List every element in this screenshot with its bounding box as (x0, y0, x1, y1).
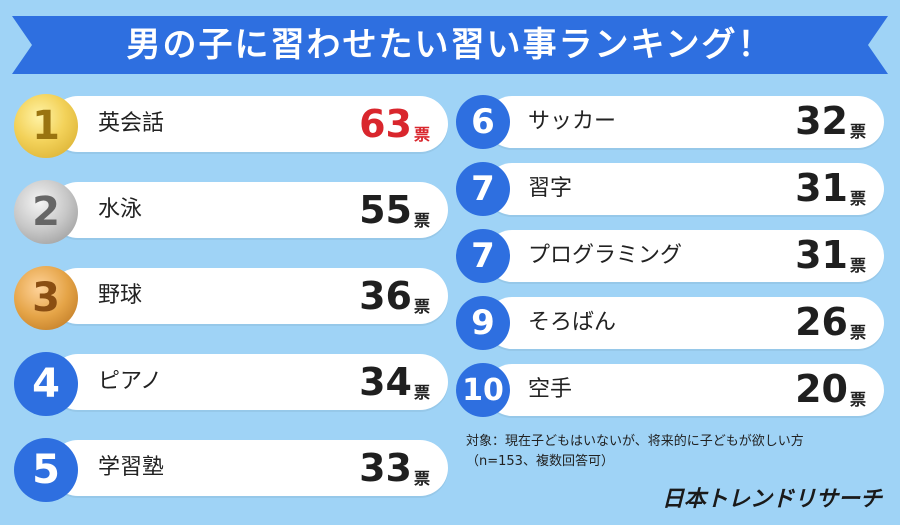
activity-label: 習字 (528, 176, 573, 201)
vote-count: 34 票 (359, 354, 430, 410)
vote-number: 31 (795, 166, 848, 210)
rank-badge: 7 (456, 162, 510, 216)
vote-unit: 票 (849, 122, 866, 141)
title-ribbon: 男の子に習わせたい習い事ランキング！ (12, 16, 888, 74)
vote-count: 20 票 (795, 364, 866, 416)
rank-badge: 10 (456, 363, 510, 417)
survey-note-line1: 対象：現在子どもはいないが、将来的に子どもが欲しい方 (466, 434, 804, 449)
vote-number: 32 (795, 99, 848, 143)
activity-label: 学習塾 (98, 455, 165, 480)
survey-note: 対象：現在子どもはいないが、将来的に子どもが欲しい方 （n=153、複数回答可） (466, 432, 896, 472)
vote-unit: 票 (849, 189, 866, 208)
vote-number: 20 (795, 367, 848, 411)
activity-label: 空手 (528, 377, 573, 402)
brand-logo: 日本トレンドリサーチ (661, 487, 882, 512)
vote-number: 33 (359, 446, 412, 490)
vote-count: 33 票 (359, 440, 430, 496)
vote-number: 63 (359, 102, 412, 146)
activity-label: 英会話 (98, 111, 165, 136)
activity-label: 水泳 (98, 197, 143, 222)
vote-unit: 票 (849, 323, 866, 342)
vote-count: 26 票 (795, 297, 866, 349)
vote-unit: 票 (413, 125, 430, 144)
ranking-row: 3 野球 36 票 (14, 266, 448, 330)
vote-unit: 票 (413, 383, 430, 402)
rank-badge: 6 (456, 95, 510, 149)
activity-label: 野球 (98, 283, 143, 308)
vote-count: 31 票 (795, 230, 866, 282)
vote-count: 55 票 (359, 182, 430, 238)
activity-label: サッカー (528, 109, 617, 134)
ranking-row: 5 学習塾 33 票 (14, 438, 448, 502)
ranking-row: 2 水泳 55 票 (14, 180, 448, 244)
rank-badge: 9 (456, 296, 510, 350)
ranking-row: 1 英会話 63 票 (14, 94, 448, 158)
ranking-row: 10 空手 20 票 (456, 363, 884, 417)
page-title: 男の子に習わせたい習い事ランキング！ (126, 25, 774, 65)
vote-unit: 票 (413, 211, 430, 230)
vote-number: 31 (795, 233, 848, 277)
rank-badge: 2 (14, 180, 78, 244)
activity-label: プログラミング (528, 243, 683, 268)
ribbon-shape (12, 16, 888, 74)
vote-unit: 票 (413, 469, 430, 488)
vote-number: 55 (359, 188, 412, 232)
ranking-row: 7 プログラミング 31 票 (456, 229, 884, 283)
rank-badge: 3 (14, 266, 78, 330)
vote-unit: 票 (849, 390, 866, 409)
vote-count: 31 票 (795, 163, 866, 215)
rank-badge: 1 (14, 94, 78, 158)
ranking-row: 4 ピアノ 34 票 (14, 352, 448, 416)
ranking-row: 6 サッカー 32 票 (456, 95, 884, 149)
survey-note-line2: （n=153、複数回答可） (466, 454, 614, 469)
vote-number: 34 (359, 360, 412, 404)
vote-number: 26 (795, 300, 848, 344)
rank-badge: 5 (14, 438, 78, 502)
rank-badge: 7 (456, 229, 510, 283)
rank-badge: 4 (14, 352, 78, 416)
vote-unit: 票 (849, 256, 866, 275)
vote-count: 63 票 (359, 96, 430, 152)
vote-unit: 票 (413, 297, 430, 316)
vote-number: 36 (359, 274, 412, 318)
vote-count: 32 票 (795, 96, 866, 148)
activity-label: そろばん (528, 310, 617, 335)
activity-label: ピアノ (98, 369, 163, 394)
vote-count: 36 票 (359, 268, 430, 324)
ranking-row: 7 習字 31 票 (456, 162, 884, 216)
ranking-row: 9 そろばん 26 票 (456, 296, 884, 350)
